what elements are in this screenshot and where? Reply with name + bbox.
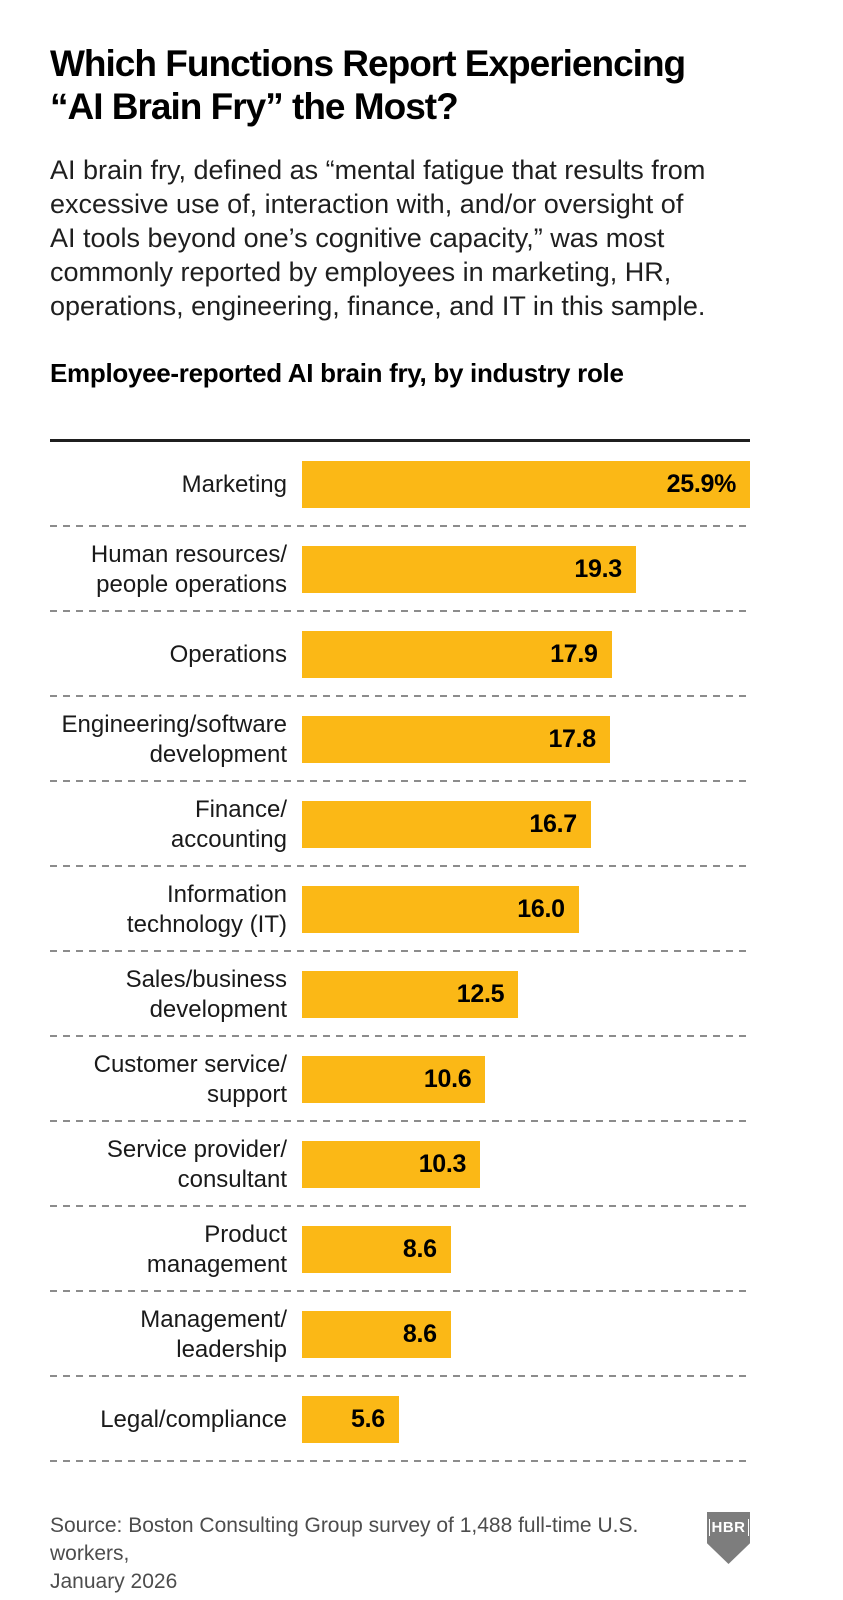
bar-chart: Marketing 25.9% Human resources/ people … [50, 439, 750, 1462]
chart-row: Finance/ accounting 16.7 [50, 782, 750, 867]
bar: 10.3 [302, 1141, 481, 1188]
category-label: Finance/ accounting [170, 795, 287, 853]
bar: 16.7 [302, 801, 591, 848]
category-label: Marketing [181, 470, 287, 498]
value-label: 16.0 [517, 895, 565, 923]
value-label: 16.7 [529, 810, 577, 838]
chart-row: Engineering/software development 17.8 [50, 697, 750, 782]
chart-row: Sales/business development 12.5 [50, 952, 750, 1037]
bar: 8.6 [302, 1226, 451, 1273]
bar: 17.9 [302, 631, 612, 678]
bar-track: 10.6 [302, 1056, 750, 1103]
category-label: Operations [169, 640, 287, 668]
bar: 8.6 [302, 1311, 451, 1358]
bar-track: 10.3 [302, 1141, 750, 1188]
chart-row: Service provider/ consultant 10.3 [50, 1122, 750, 1207]
chart-row: Product management 8.6 [50, 1207, 750, 1292]
value-label: 17.9 [550, 640, 598, 668]
category-label: Product management [146, 1220, 287, 1278]
bar-track: 17.9 [302, 631, 750, 678]
value-label: 17.8 [548, 725, 596, 753]
bar: 19.3 [302, 546, 636, 593]
source-note: Source: Boston Consulting Group survey o… [50, 1514, 639, 1593]
value-label: 10.3 [418, 1150, 467, 1178]
value-label: 5.6 [350, 1405, 385, 1433]
chart-row: Marketing 25.9% [50, 442, 750, 527]
category-label: Customer service/ support [93, 1050, 287, 1108]
chart-row: Management/ leadership 8.6 [50, 1292, 750, 1377]
value-label: 19.3 [574, 555, 622, 583]
category-label: Sales/business development [125, 965, 287, 1023]
value-label: 25.9% [666, 470, 737, 498]
chart-row: Customer service/ support 10.6 [50, 1037, 750, 1122]
bar-track: 25.9% [302, 461, 750, 508]
value-label: 8.6 [402, 1235, 437, 1263]
value-label: 10.6 [423, 1065, 472, 1093]
footer: Source: Boston Consulting Group survey o… [50, 1512, 750, 1596]
bar-track: 8.6 [302, 1226, 750, 1273]
bar-track: 16.7 [302, 801, 750, 848]
category-label: Information technology (IT) [126, 880, 287, 938]
category-label: Legal/compliance [100, 1405, 287, 1433]
bar: 17.8 [302, 716, 610, 763]
bar-track: 12.5 [302, 971, 750, 1018]
bar: 12.5 [302, 971, 519, 1018]
value-label: 12.5 [456, 980, 505, 1008]
bar: 10.6 [302, 1056, 486, 1103]
category-label: Management/ leadership [140, 1305, 287, 1363]
chart-row: Legal/compliance 5.6 [50, 1377, 750, 1462]
category-label: Engineering/software development [61, 710, 287, 768]
bar-track: 8.6 [302, 1311, 750, 1358]
chart-heading: Employee-reported AI brain fry, by indus… [50, 358, 624, 388]
hbr-logo: HBR [707, 1512, 750, 1564]
bar-track: 17.8 [302, 716, 750, 763]
category-label: Service provider/ consultant [106, 1135, 287, 1193]
bar-track: 19.3 [302, 546, 750, 593]
bar: 5.6 [302, 1396, 399, 1443]
category-label: Human resources/ people operations [90, 540, 287, 598]
chart-row: Human resources/ people operations 19.3 [50, 527, 750, 612]
chart-row: Information technology (IT) 16.0 [50, 867, 750, 952]
page-title: Which Functions Report Experiencing “AI … [50, 43, 686, 127]
bar: 16.0 [302, 886, 579, 933]
bar: 25.9% [302, 461, 750, 508]
chart-row: Operations 17.9 [50, 612, 750, 697]
description: AI brain fry, defined as “mental fatigue… [50, 155, 706, 321]
value-label: 8.6 [402, 1320, 437, 1348]
bar-track: 16.0 [302, 886, 750, 933]
hbr-logo-text: HBR [708, 1519, 749, 1536]
bar-track: 5.6 [302, 1396, 750, 1443]
